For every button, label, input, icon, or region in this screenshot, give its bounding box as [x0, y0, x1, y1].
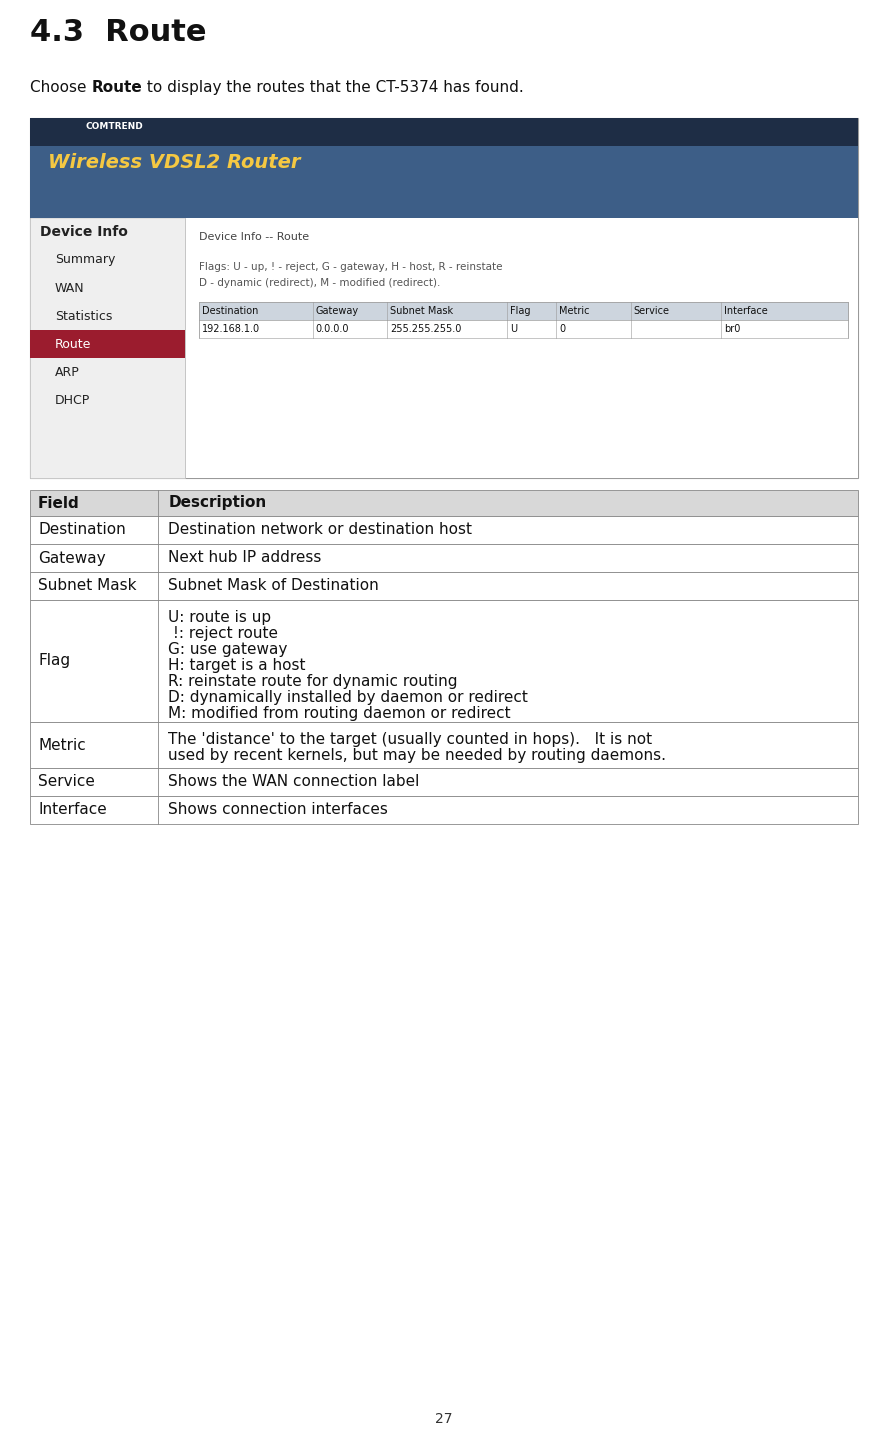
Text: 4.3  Route: 4.3 Route [30, 19, 207, 47]
Text: Device Info: Device Info [40, 225, 128, 239]
Text: 255.255.255.0: 255.255.255.0 [390, 324, 462, 334]
Text: DHCP: DHCP [55, 394, 91, 407]
Text: H: target is a host: H: target is a host [169, 657, 305, 673]
Bar [185, 218, 858, 478]
Text: Choose: Choose [30, 80, 91, 95]
Bar [30, 600, 858, 722]
Bar [30, 796, 858, 823]
Text: Shows the WAN connection label: Shows the WAN connection label [169, 775, 420, 789]
Text: COMTREND: COMTREND [85, 122, 143, 130]
Text: Destination: Destination [38, 523, 126, 537]
Text: Flags: U - up, ! - reject, G - gateway, H - host, R - reinstate: Flags: U - up, ! - reject, G - gateway, … [199, 262, 503, 272]
Text: Device Info -- Route: Device Info -- Route [199, 232, 309, 242]
Text: Statistics: Statistics [55, 309, 113, 322]
Text: G: use gateway: G: use gateway [169, 642, 288, 657]
Text: D - dynamic (redirect), M - modified (redirect).: D - dynamic (redirect), M - modified (re… [199, 278, 440, 288]
Bar [30, 146, 858, 218]
Text: Service: Service [633, 306, 670, 316]
Text: WAN: WAN [55, 282, 84, 295]
Text: 27: 27 [435, 1412, 453, 1426]
Bar [30, 768, 858, 796]
Text: Next hub IP address: Next hub IP address [169, 550, 321, 566]
Text: ARP: ARP [55, 365, 80, 378]
Text: Destination network or destination host: Destination network or destination host [169, 523, 472, 537]
Bar [30, 722, 858, 768]
Text: Service: Service [38, 775, 95, 789]
Text: to display the routes that the CT-5374 has found.: to display the routes that the CT-5374 h… [142, 80, 524, 95]
Bar [199, 319, 848, 338]
Text: D: dynamically installed by daemon or redirect: D: dynamically installed by daemon or re… [169, 690, 528, 705]
Text: Interface: Interface [38, 802, 107, 818]
Text: Flag: Flag [511, 306, 531, 316]
Text: used by recent kernels, but may be needed by routing daemons.: used by recent kernels, but may be neede… [169, 748, 666, 763]
Text: M: modified from routing daemon or redirect: M: modified from routing daemon or redir… [169, 706, 511, 720]
Text: R: reinstate route for dynamic routing: R: reinstate route for dynamic routing [169, 674, 458, 689]
Text: U: route is up: U: route is up [169, 610, 272, 624]
Bar [30, 117, 858, 478]
Text: Shows connection interfaces: Shows connection interfaces [169, 802, 388, 818]
Text: Flag: Flag [38, 653, 70, 669]
Text: Subnet Mask of Destination: Subnet Mask of Destination [169, 579, 379, 593]
Bar [30, 571, 858, 600]
Bar [30, 516, 858, 544]
Text: Metric: Metric [38, 737, 86, 752]
Bar [30, 490, 858, 516]
Bar [30, 329, 185, 358]
Bar [30, 117, 858, 146]
Text: Metric: Metric [559, 306, 590, 316]
Text: Gateway: Gateway [38, 550, 106, 566]
Bar [30, 544, 858, 571]
Text: U: U [511, 324, 518, 334]
Text: Subnet Mask: Subnet Mask [390, 306, 454, 316]
Text: Interface: Interface [725, 306, 768, 316]
Text: Summary: Summary [55, 253, 115, 266]
Text: br0: br0 [725, 324, 741, 334]
Text: Gateway: Gateway [315, 306, 359, 316]
Text: Field: Field [38, 495, 80, 510]
Text: Description: Description [169, 495, 266, 510]
Text: Route: Route [91, 80, 142, 95]
Bar [30, 218, 185, 478]
Text: Subnet Mask: Subnet Mask [38, 579, 137, 593]
Text: Wireless VDSL2 Router: Wireless VDSL2 Router [48, 153, 300, 172]
Text: 0: 0 [559, 324, 565, 334]
Text: The 'distance' to the target (usually counted in hops).   It is not: The 'distance' to the target (usually co… [169, 732, 653, 748]
Text: Destination: Destination [202, 306, 258, 316]
Text: 192.168.1.0: 192.168.1.0 [202, 324, 260, 334]
Text: 0.0.0.0: 0.0.0.0 [315, 324, 349, 334]
Text: !: reject route: !: reject route [169, 626, 278, 642]
Text: Route: Route [55, 338, 91, 351]
Bar [199, 302, 848, 319]
